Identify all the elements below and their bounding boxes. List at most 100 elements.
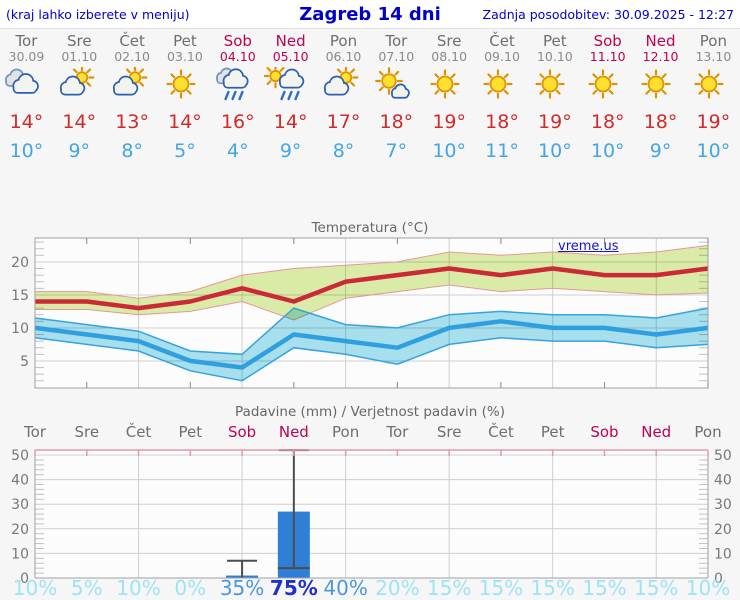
day-column[interactable]: Sre 01.10 14° 9° <box>53 30 106 172</box>
day-name: Čet <box>489 32 515 50</box>
precip-probability: 0% <box>174 576 207 600</box>
precip-probability: 75% <box>269 576 318 600</box>
max-temp: 19° <box>432 111 467 133</box>
day-date: 05.10 <box>272 49 309 64</box>
sun-rain-icon <box>264 67 317 107</box>
day-column[interactable]: Tor 30.09 14° 10° <box>0 30 53 172</box>
sunny-icon <box>476 67 529 107</box>
sunny-icon <box>423 67 476 107</box>
day-column[interactable]: Pon 06.10 17° 8° <box>317 30 370 172</box>
precip-probability: 15% <box>582 576 627 600</box>
svg-text:10: 10 <box>11 321 29 337</box>
day-column[interactable]: Tor 07.10 18° 7° <box>370 30 423 172</box>
max-temp: 18° <box>590 111 625 133</box>
svg-text:50: 50 <box>714 448 732 464</box>
day-date: 30.09 <box>8 49 45 64</box>
day-date: 08.10 <box>431 49 468 64</box>
precip-day-label: Sre <box>74 423 100 441</box>
day-column[interactable]: Ned 12.10 18° 9° <box>634 30 687 172</box>
day-name: Čet <box>119 32 145 50</box>
day-column[interactable]: Sob 04.10 16° 4° <box>211 30 264 172</box>
precip-day-label: Pet <box>540 423 565 441</box>
day-name: Tor <box>385 32 408 50</box>
precip-probability: 40% <box>323 576 368 600</box>
svg-text:0: 0 <box>20 571 29 587</box>
min-temp: 8° <box>121 140 143 162</box>
min-temp: 10° <box>696 140 731 162</box>
svg-text:10: 10 <box>11 546 29 562</box>
svg-text:40: 40 <box>11 473 29 489</box>
precip-probability: 35% <box>219 576 265 600</box>
day-date: 09.10 <box>484 49 520 64</box>
day-date: 01.10 <box>61 49 98 64</box>
precip-probability: 15% <box>530 576 575 600</box>
day-name: Pon <box>699 32 727 50</box>
svg-text:10: 10 <box>714 546 732 562</box>
precip-probability: 20% <box>375 576 420 600</box>
temp-chart-title: Temperatura (°C) <box>311 220 429 236</box>
day-column[interactable]: Sob 11.10 18° 10° <box>581 30 634 172</box>
day-column[interactable]: Sre 08.10 19° 10° <box>423 30 476 172</box>
max-temp: 18° <box>379 111 414 133</box>
sunny-icon <box>159 67 212 107</box>
vreme-watermark-link[interactable]: vreme.us <box>558 239 619 254</box>
min-temp: 9° <box>279 140 302 162</box>
svg-text:20: 20 <box>11 255 29 271</box>
svg-text:5: 5 <box>20 354 29 370</box>
page-title: Zagreb 14 dni <box>299 3 441 25</box>
sunny-icon <box>687 67 740 107</box>
sunny-icon <box>581 67 634 107</box>
precip-day-label: Pon <box>694 423 722 441</box>
precip-probability: 10% <box>685 576 731 600</box>
precip-day-label: Pet <box>178 423 203 441</box>
day-column[interactable]: Čet 09.10 18° 11° <box>476 30 529 172</box>
day-name: Pet <box>543 32 567 50</box>
svg-text:40: 40 <box>714 473 732 489</box>
cloudy-icon <box>0 67 53 107</box>
partly-cloudy-icon <box>317 67 370 107</box>
precip-probability: 15% <box>426 576 472 600</box>
precip-day-label: Čet <box>125 423 152 441</box>
day-date: 13.10 <box>695 49 732 64</box>
max-temp: 19° <box>696 111 731 133</box>
max-temp: 14° <box>273 111 308 133</box>
day-column[interactable]: Pon 13.10 19° 10° <box>687 30 740 172</box>
min-temp: 5° <box>174 140 196 162</box>
svg-text:20: 20 <box>11 522 29 538</box>
min-temp: 10° <box>9 140 44 162</box>
precip-day-label: Ned <box>278 423 309 441</box>
day-date: 04.10 <box>219 49 256 64</box>
location-hint: (kraj lahko izberete v meniju) <box>6 6 190 22</box>
partly-cloudy-icon <box>53 67 106 107</box>
svg-text:0: 0 <box>714 571 723 587</box>
svg-text:50: 50 <box>11 448 29 464</box>
partly-cloudy-icon <box>106 67 159 107</box>
max-temp: 13° <box>115 111 149 133</box>
day-date: 12.10 <box>642 49 679 64</box>
min-temp: 10° <box>432 140 467 162</box>
mostly-sunny-icon <box>370 67 423 107</box>
forecast-strip: Tor 30.09 14° 10° Sre 01.10 14° 9° Čet 02.10 13° 8°… <box>0 30 740 172</box>
min-temp: 9° <box>649 140 672 162</box>
min-temp: 4° <box>227 140 249 162</box>
svg-text:30: 30 <box>714 497 732 513</box>
day-column[interactable]: Čet 02.10 13° 8° <box>106 30 159 172</box>
max-temp: 17° <box>326 111 361 133</box>
day-name: Sre <box>66 32 92 50</box>
precip-day-label: Tor <box>24 423 46 441</box>
precip-day-label: Ned <box>641 423 672 441</box>
day-column[interactable]: Pet 10.10 19° 10° <box>528 30 581 172</box>
day-name: Ned <box>645 32 676 50</box>
day-column[interactable]: Ned 05.10 14° 9° <box>264 30 317 172</box>
page-header: (kraj lahko izberete v meniju) Zagreb 14… <box>0 0 740 29</box>
day-date: 06.10 <box>325 49 362 64</box>
max-temp: 14° <box>62 111 97 133</box>
precip-day-label: Tor <box>386 423 409 441</box>
day-name: Pon <box>329 32 358 50</box>
day-date: 07.10 <box>378 49 415 64</box>
day-column[interactable]: Pet 03.10 14° 5° <box>159 30 212 172</box>
min-temp: 7° <box>385 140 408 162</box>
day-name: Pet <box>173 32 197 50</box>
min-temp: 10° <box>590 140 625 162</box>
precip-probability: 15% <box>633 576 679 600</box>
